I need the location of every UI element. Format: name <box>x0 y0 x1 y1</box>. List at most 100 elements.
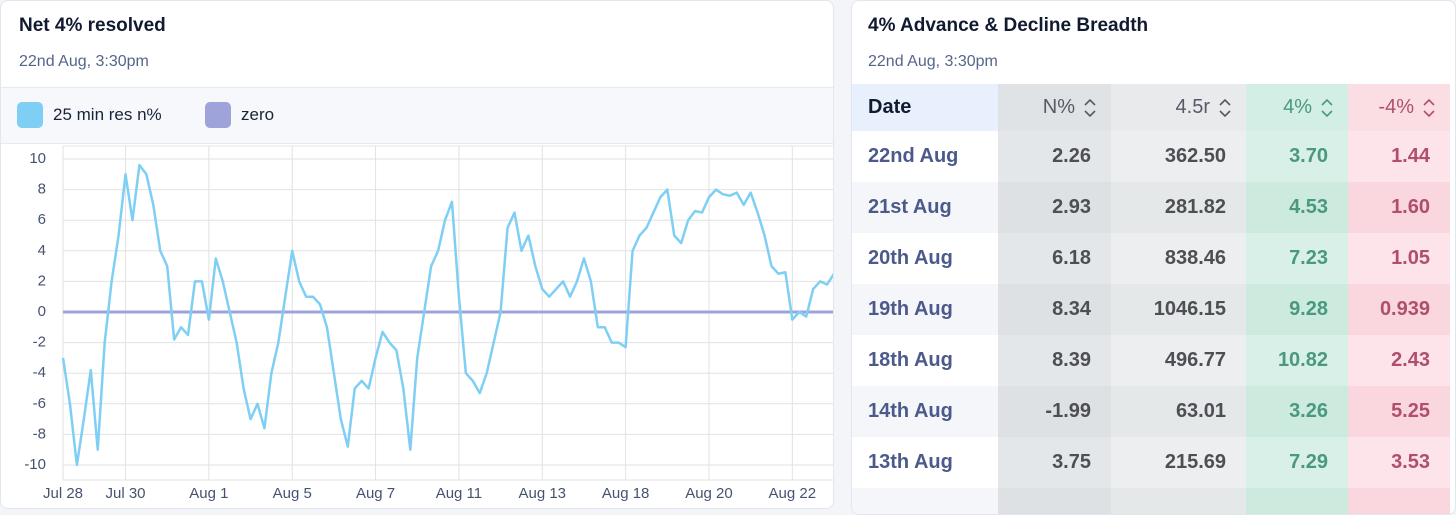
table-cell-partial <box>1348 488 1450 514</box>
table-cell: 8.39 <box>998 335 1111 386</box>
table-cell: 21st Aug <box>852 182 998 233</box>
header-cell: 4% <box>1246 84 1348 131</box>
sort-chevrons <box>1084 98 1096 117</box>
table-cell: 18th Aug <box>852 335 998 386</box>
table-cell: 4.53 <box>1246 182 1348 233</box>
sort-icon[interactable] <box>1320 97 1334 119</box>
table-card: 4% Advance & Decline Breadth 22nd Aug, 3… <box>851 0 1456 515</box>
legend-label: zero <box>241 105 275 124</box>
table-cell: 9.28 <box>1246 284 1348 335</box>
table-cell: 5.25 <box>1348 386 1450 437</box>
table-cell: 496.77 <box>1111 335 1246 386</box>
y-tick-label: -8 <box>33 425 46 442</box>
cell-text: -1.99 <box>1045 400 1091 422</box>
table-cell: 22nd Aug <box>852 131 998 182</box>
sort-icon[interactable] <box>1083 97 1097 119</box>
x-tick-label: Aug 18 <box>602 485 650 502</box>
table-cell: 1.44 <box>1348 131 1450 182</box>
y-tick-label: 6 <box>38 211 46 228</box>
header-label: -4% <box>1378 96 1414 118</box>
legend-swatch <box>17 102 43 128</box>
cell-text: 10.82 <box>1277 349 1328 371</box>
cell-text: 19th Aug <box>868 298 953 320</box>
legend-label: 25 min res n% <box>53 105 162 124</box>
cell-text: 18th Aug <box>868 349 953 371</box>
table-cell-partial <box>1246 488 1348 514</box>
x-tick-label: Jul 28 <box>43 485 83 502</box>
table-cell: -1.99 <box>998 386 1111 437</box>
table-cell: 63.01 <box>1111 386 1246 437</box>
table-cell: 10.82 <box>1246 335 1348 386</box>
x-tick-label: Jul 30 <box>105 485 145 502</box>
cell-text: 5.25 <box>1391 400 1430 422</box>
x-tick-label: Aug 20 <box>685 485 733 502</box>
table-cell: 2.26 <box>998 131 1111 182</box>
cell-text: 2.43 <box>1391 349 1430 371</box>
table-cell: 3.75 <box>998 437 1111 488</box>
cell-text: 0.939 <box>1379 298 1430 320</box>
cell-text: 7.23 <box>1289 247 1328 269</box>
table-cell: 2.93 <box>998 182 1111 233</box>
header-cell: N% <box>998 84 1111 131</box>
sort-chevrons <box>1219 98 1231 117</box>
y-tick-label: 10 <box>29 150 46 167</box>
legend-item: 25 min res n% <box>17 102 162 128</box>
sort-icon[interactable] <box>1218 97 1232 119</box>
cell-text: 362.50 <box>1164 145 1226 167</box>
table-cell: 13th Aug <box>852 437 998 488</box>
header-cell: -4% <box>1348 84 1450 131</box>
chart: -10 -8 -6 -4 -2 0 2 4 6 8 10 Jul 28 Jul 30 Aug 1 Aug 5… <box>24 145 833 502</box>
cell-text: 13th Aug <box>868 451 953 473</box>
cell-text: 3.26 <box>1289 400 1328 422</box>
table-cell: 7.23 <box>1246 233 1348 284</box>
cell-text: 9.28 <box>1289 298 1328 320</box>
table-cell: 19th Aug <box>852 284 998 335</box>
y-tick-label: -10 <box>24 456 46 473</box>
cell-text: 215.69 <box>1164 451 1226 473</box>
y-tick-label: 8 <box>38 181 46 198</box>
cell-text: 1.05 <box>1391 247 1430 269</box>
header-label: N% <box>1042 96 1075 118</box>
header-label: Date <box>868 96 912 118</box>
table-cell: 0.939 <box>1348 284 1450 335</box>
x-tick-label: Aug 13 <box>518 485 566 502</box>
table-cell: 215.69 <box>1111 437 1246 488</box>
sort-chevrons <box>1321 98 1333 117</box>
table-cell: 14th Aug <box>852 386 998 437</box>
table-cell-partial <box>998 488 1111 514</box>
cell-text: 281.82 <box>1164 196 1226 218</box>
cell-text: 21st Aug <box>868 196 952 218</box>
header-label: 4.5r <box>1175 96 1210 118</box>
cell-text: 1.44 <box>1391 145 1430 167</box>
cell-text: 6.18 <box>1052 247 1091 269</box>
y-tick-label: -2 <box>33 334 46 351</box>
chart-card: Net 4% resolved 22nd Aug, 3:30pm 25 min … <box>0 0 834 509</box>
cell-text: 63.01 <box>1175 400 1226 422</box>
table-cell: 1.05 <box>1348 233 1450 284</box>
y-tick-label: -4 <box>33 364 46 381</box>
sort-icon[interactable] <box>1422 97 1436 119</box>
legend-swatch <box>205 102 231 128</box>
cell-text: 3.70 <box>1289 145 1328 167</box>
chart-title: Net 4% resolved <box>19 15 166 36</box>
table-cell: 2.43 <box>1348 335 1450 386</box>
cell-text: 20th Aug <box>868 247 953 269</box>
x-tick-label: Aug 11 <box>436 485 482 502</box>
table-cell: 20th Aug <box>852 233 998 284</box>
cell-text: 14th Aug <box>868 400 953 422</box>
table-title: 4% Advance & Decline Breadth <box>868 15 1149 36</box>
table-cell: 7.29 <box>1246 437 1348 488</box>
table-cell-partial <box>852 488 998 514</box>
y-tick-label: 2 <box>38 272 46 289</box>
cell-text: 838.46 <box>1164 247 1226 269</box>
cell-text: 3.53 <box>1391 451 1430 473</box>
table-cell: 362.50 <box>1111 131 1246 182</box>
cell-text: 1046.15 <box>1153 298 1226 320</box>
y-tick-label: -6 <box>33 395 46 412</box>
cell-text: 8.34 <box>1052 298 1091 320</box>
chart-subtitle: 22nd Aug, 3:30pm <box>19 53 149 70</box>
table-cell: 838.46 <box>1111 233 1246 284</box>
cell-text: 496.77 <box>1164 349 1226 371</box>
table-cell: 1046.15 <box>1111 284 1246 335</box>
